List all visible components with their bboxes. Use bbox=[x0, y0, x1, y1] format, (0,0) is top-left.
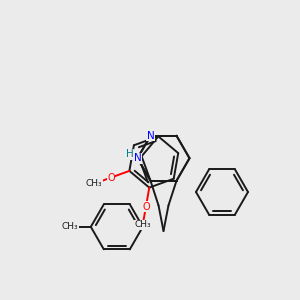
Text: CH₃: CH₃ bbox=[62, 222, 78, 231]
Text: H: H bbox=[126, 149, 134, 159]
Text: N: N bbox=[134, 153, 141, 163]
Text: N: N bbox=[147, 131, 154, 141]
Text: O: O bbox=[142, 202, 150, 212]
Text: CH₃: CH₃ bbox=[134, 220, 151, 229]
Text: O: O bbox=[107, 172, 115, 183]
Text: CH₃: CH₃ bbox=[85, 179, 102, 188]
